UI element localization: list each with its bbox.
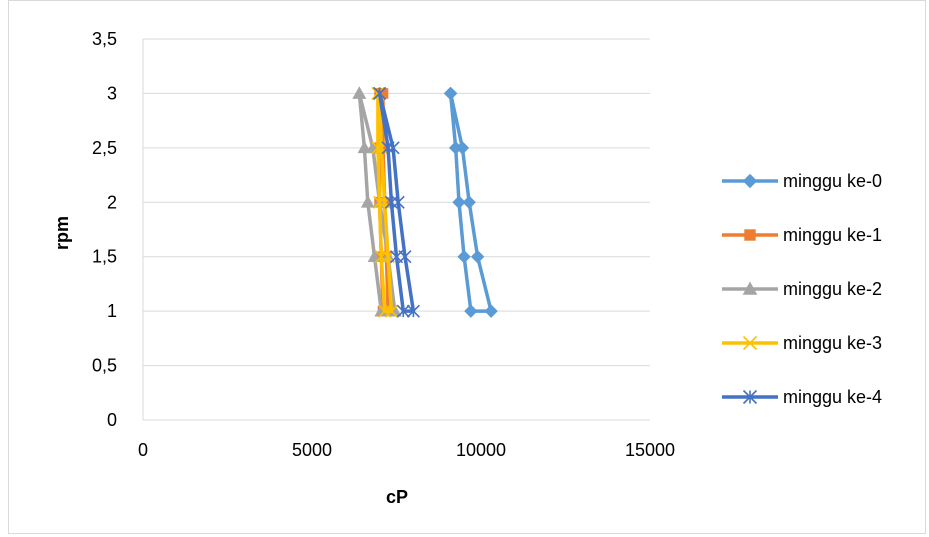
x-tick-label: 5000 bbox=[292, 440, 332, 460]
data-point bbox=[374, 141, 388, 155]
y-tick-label: 2 bbox=[107, 192, 117, 212]
data-point bbox=[398, 250, 412, 264]
series-line bbox=[377, 92, 416, 313]
series-4 bbox=[373, 86, 420, 318]
data-point bbox=[742, 389, 758, 405]
data-point bbox=[357, 140, 372, 154]
y-axis-ticks: 0 0,5 1 1,5 2 2,5 3 3,5 bbox=[92, 29, 117, 430]
x-tick-label: 15000 bbox=[625, 440, 675, 460]
legend-item: minggu ke-0 bbox=[722, 171, 882, 191]
legend-item: minggu ke-1 bbox=[722, 225, 882, 245]
data-point bbox=[457, 250, 471, 264]
data-point bbox=[373, 195, 387, 209]
data-point bbox=[371, 141, 385, 155]
data-point bbox=[386, 141, 400, 155]
data-point bbox=[464, 304, 478, 318]
legend-item: minggu ke-2 bbox=[722, 279, 882, 299]
y-tick-label: 0,5 bbox=[92, 356, 117, 376]
y-tick-label: 0 bbox=[107, 410, 117, 430]
legend-label: minggu ke-2 bbox=[783, 279, 882, 299]
data-point bbox=[374, 250, 388, 264]
gridlines bbox=[142, 38, 650, 421]
legend-label: minggu ke-3 bbox=[783, 333, 882, 353]
y-tick-label: 2,5 bbox=[92, 138, 117, 158]
legend-item: minggu ke-4 bbox=[722, 387, 882, 407]
legend-label: minggu ke-1 bbox=[783, 225, 882, 245]
legend-item: minggu ke-3 bbox=[722, 333, 882, 353]
data-point bbox=[378, 304, 392, 318]
x-tick-label: 0 bbox=[138, 440, 148, 460]
data-point bbox=[352, 86, 367, 99]
data-point bbox=[452, 195, 466, 209]
data-point bbox=[470, 250, 485, 264]
data-point bbox=[373, 86, 387, 100]
data-point bbox=[443, 86, 458, 101]
y-tick-label: 1,5 bbox=[92, 247, 117, 267]
y-tick-label: 1 bbox=[107, 301, 117, 321]
data-point bbox=[396, 304, 410, 318]
data-point bbox=[455, 141, 470, 155]
data-point bbox=[391, 195, 405, 209]
data-point bbox=[384, 304, 398, 318]
legend: minggu ke-0 minggu ke-1 minggu ke-2 minggu … bbox=[722, 171, 882, 407]
data-point bbox=[384, 195, 398, 209]
data-point bbox=[744, 229, 756, 241]
data-point bbox=[742, 335, 758, 351]
data-point bbox=[367, 249, 382, 263]
y-tick-label: 3 bbox=[107, 83, 117, 103]
legend-label: minggu ke-4 bbox=[783, 387, 882, 407]
data-point bbox=[462, 195, 476, 209]
data-point bbox=[360, 195, 375, 208]
data-point bbox=[406, 304, 420, 318]
x-axis-ticks: 0 5000 10000 15000 bbox=[138, 440, 675, 460]
y-tick-label: 3,5 bbox=[92, 29, 117, 49]
x-tick-label: 10000 bbox=[456, 440, 506, 460]
x-axis-title: cP bbox=[386, 487, 408, 507]
y-axis-title: rpm bbox=[52, 216, 72, 250]
data-point bbox=[742, 173, 758, 189]
data-point bbox=[378, 195, 392, 209]
data-point bbox=[742, 281, 758, 295]
series-line bbox=[376, 93, 394, 313]
data-point bbox=[484, 304, 498, 318]
series-line bbox=[448, 93, 493, 313]
series-0 bbox=[443, 86, 498, 318]
legend-label: minggu ke-0 bbox=[783, 171, 882, 191]
plot-series bbox=[352, 86, 498, 318]
